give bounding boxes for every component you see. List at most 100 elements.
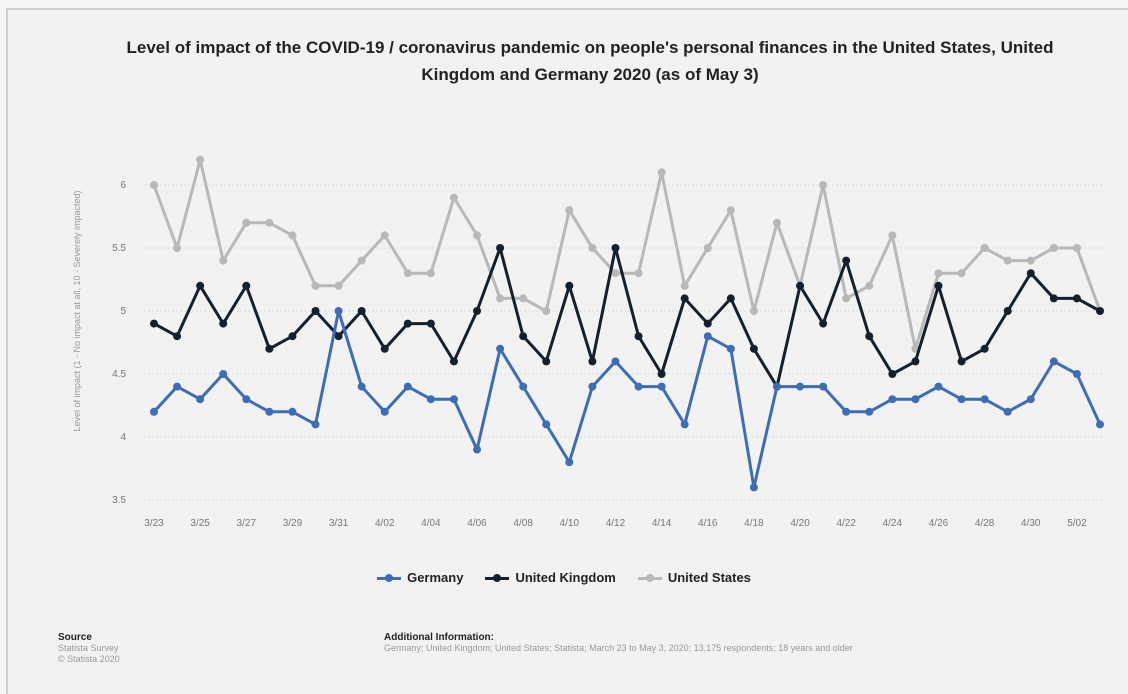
- data-point-germany: [357, 382, 366, 391]
- data-point-united-kingdom: [934, 281, 943, 290]
- x-tick-label: 4/02: [375, 518, 395, 529]
- data-point-germany: [865, 407, 874, 416]
- legend-swatch: [637, 572, 662, 584]
- data-point-united-states: [150, 181, 158, 189]
- data-point-united-kingdom: [265, 344, 274, 353]
- data-point-germany: [611, 357, 620, 366]
- data-point-united-kingdom: [703, 319, 712, 328]
- data-point-united-states: [888, 231, 897, 240]
- data-point-united-states: [219, 256, 228, 265]
- data-point-germany: [657, 382, 666, 391]
- y-tick-label: 4.5: [112, 369, 126, 380]
- data-point-united-states: [196, 155, 205, 164]
- data-point-united-states: [726, 206, 735, 215]
- y-tick-label: 6: [120, 180, 126, 191]
- data-point-united-kingdom: [980, 344, 989, 353]
- chart-frame: [6, 8, 1128, 694]
- data-point-germany: [496, 344, 505, 353]
- data-point-germany: [957, 395, 966, 404]
- data-point-united-states: [819, 181, 828, 189]
- x-tick-label: 4/06: [467, 518, 487, 529]
- y-tick-label: 3.5: [112, 495, 126, 506]
- data-point-germany: [1096, 420, 1104, 429]
- x-tick-label: 4/16: [698, 518, 718, 529]
- line-chart: 3.5 4 4.5 5 5.5 6 Level of impact (1 - No impa…: [72, 155, 1104, 529]
- x-tick-label: 4/20: [790, 518, 810, 529]
- x-tick-label: 4/08: [513, 518, 533, 529]
- data-point-germany: [334, 307, 343, 315]
- data-point-germany: [542, 420, 551, 429]
- data-point-united-states: [588, 244, 597, 252]
- data-point-united-kingdom: [1096, 307, 1104, 315]
- data-point-united-states: [611, 269, 620, 278]
- data-point-germany: [473, 445, 482, 454]
- x-tick-label: 4/04: [421, 518, 441, 529]
- y-axis-label: Level of impact (1 - No impact at all, 1…: [72, 190, 82, 431]
- legend-item-united-states: United States: [637, 570, 751, 585]
- data-point-germany: [588, 382, 597, 391]
- data-point-united-states: [1003, 256, 1012, 265]
- data-point-united-kingdom: [842, 256, 851, 265]
- x-tick-label: 3/23: [144, 518, 164, 529]
- data-point-united-kingdom: [357, 307, 366, 315]
- data-point-germany: [173, 382, 182, 391]
- data-point-united-kingdom: [242, 281, 251, 290]
- data-point-united-kingdom: [426, 319, 435, 328]
- data-point-germany: [703, 332, 712, 341]
- data-point-united-states: [842, 294, 851, 303]
- x-tick-label: 4/18: [744, 518, 764, 529]
- data-point-united-states: [311, 281, 320, 290]
- data-point-united-kingdom: [173, 332, 182, 341]
- legend-swatch: [377, 572, 402, 584]
- data-point-germany: [426, 395, 435, 404]
- additional-info-text: Germany; United Kingdom; United States; …: [384, 643, 853, 653]
- data-point-united-kingdom: [957, 357, 966, 366]
- data-point-united-kingdom: [1026, 269, 1035, 278]
- data-point-united-states: [1049, 244, 1058, 252]
- data-point-germany: [726, 344, 735, 353]
- data-point-germany: [150, 407, 158, 416]
- x-tick-label: 4/12: [606, 518, 626, 529]
- data-point-united-states: [865, 281, 874, 290]
- data-point-germany: [449, 395, 458, 404]
- data-point-united-states: [542, 307, 551, 315]
- data-point-germany: [219, 370, 228, 378]
- data-point-germany: [911, 395, 920, 404]
- data-point-germany: [265, 407, 274, 416]
- data-point-united-kingdom: [542, 357, 551, 366]
- data-point-united-kingdom: [1003, 307, 1012, 315]
- data-point-united-kingdom: [449, 357, 458, 366]
- data-point-united-states: [772, 218, 781, 227]
- source-heading: Source: [58, 632, 92, 643]
- data-point-united-states: [473, 231, 482, 240]
- data-point-germany: [934, 382, 943, 391]
- x-tick-label: 4/28: [975, 518, 995, 529]
- data-point-united-kingdom: [680, 294, 689, 303]
- data-point-united-kingdom: [288, 332, 297, 341]
- data-point-germany: [311, 420, 320, 429]
- data-point-germany: [634, 382, 643, 391]
- data-point-united-kingdom: [726, 294, 735, 303]
- data-point-united-kingdom: [634, 332, 643, 341]
- data-point-united-states: [288, 231, 297, 240]
- data-point-united-states: [1026, 256, 1035, 265]
- x-tick-label: 3/29: [283, 518, 303, 529]
- data-point-germany: [842, 407, 851, 416]
- data-point-united-kingdom: [1072, 294, 1081, 303]
- legend-swatch: [485, 572, 510, 584]
- data-point-germany: [565, 458, 574, 467]
- x-tick-label: 4/14: [652, 518, 672, 529]
- data-point-united-states: [980, 244, 989, 252]
- data-point-united-kingdom: [496, 244, 505, 252]
- series-line-germany: [152, 309, 1102, 489]
- data-point-united-states: [565, 206, 574, 215]
- data-point-united-states: [265, 218, 274, 227]
- data-point-united-states: [680, 281, 689, 290]
- x-tick-label: 3/25: [190, 518, 210, 529]
- data-point-germany: [1026, 395, 1035, 404]
- data-point-united-kingdom: [888, 370, 897, 378]
- data-point-united-kingdom: [865, 332, 874, 341]
- data-point-united-states: [496, 294, 505, 303]
- source-line-1: Statista Survey: [58, 643, 119, 653]
- legend-item-germany: Germany: [377, 570, 463, 585]
